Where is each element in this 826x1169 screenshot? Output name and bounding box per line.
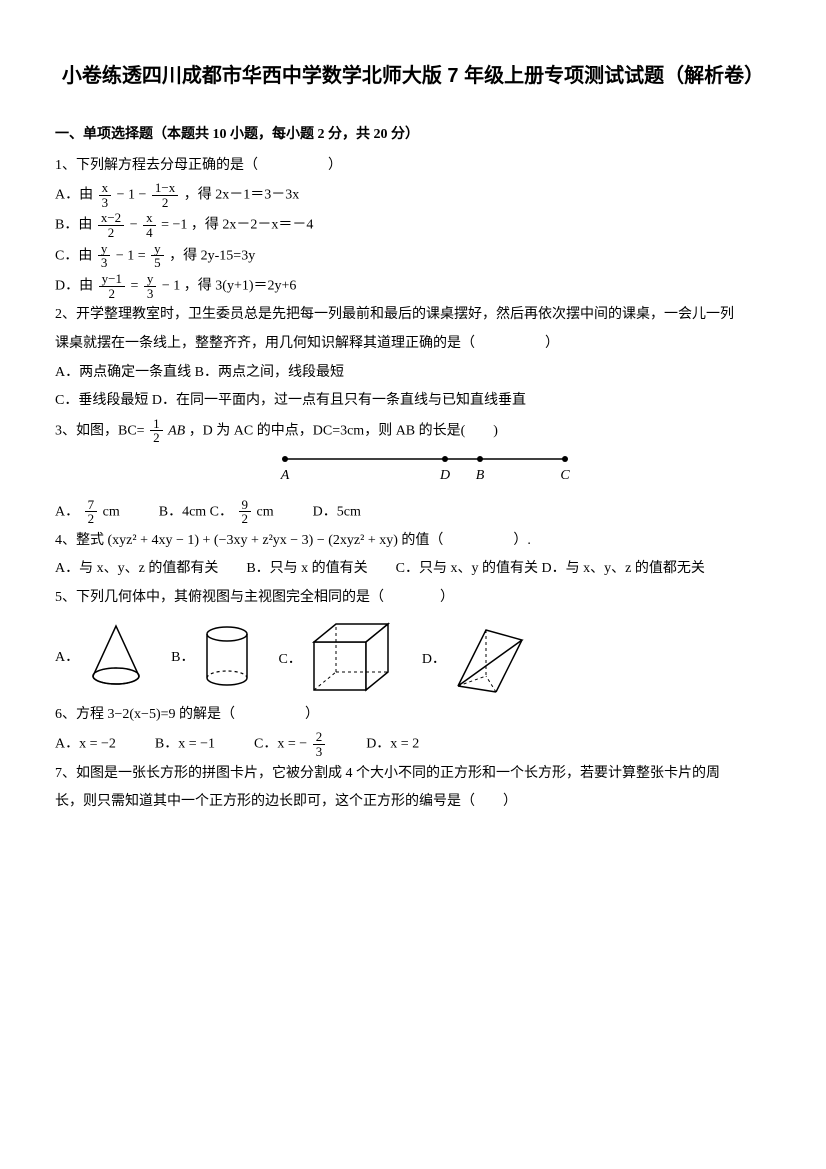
q4-stem: 4、整式 (xyz² + 4xy − 1) + (−3xy + z²yx − 3… <box>55 528 771 555</box>
frac-half: 12 <box>150 417 163 445</box>
q4-expr: (xyz² + 4xy − 1) + (−3xy + z²yx − 3) − (… <box>108 533 398 548</box>
q1d-suffix: ，得 3(y+1)＝2y+6 <box>184 278 297 293</box>
q1a-suffix: ，得 2x－1＝3－3x <box>184 188 300 203</box>
q1a-prefix: A．由 <box>55 188 93 203</box>
q5-option-c: C． <box>278 620 397 694</box>
frac-2-3: 23 <box>313 730 326 758</box>
section-header: 一、单项选择题（本题共 10 小题，每小题 2 分，共 20 分） <box>55 122 771 149</box>
q5-stem: 5、下列几何体中，其俯视图与主视图完全相同的是（ ） <box>55 585 771 612</box>
minus1: − 1 <box>162 278 180 293</box>
svg-text:A: A <box>280 468 290 483</box>
q1b-suffix: ，得 2x－2－x＝－4 <box>191 218 314 233</box>
q3d: D．5cm <box>313 504 361 519</box>
AB-ital: AB <box>168 423 185 438</box>
svg-text:C: C <box>560 468 570 483</box>
eq: = <box>130 278 141 293</box>
q5-option-b: B． <box>171 622 254 692</box>
q1-option-a: A．由 x3 − 1 − 1−x2 ，得 2x－1＝3－3x <box>55 181 771 209</box>
q6b: B．x = −1 <box>155 737 215 752</box>
frac-x-3: x3 <box>99 181 112 209</box>
q3b: B．4cm C． <box>159 504 233 519</box>
q5c-label: C． <box>278 647 301 694</box>
q4-suffix: 的值（ ）. <box>401 533 531 548</box>
q6-options: A．x = −2 B．x = −1 C．x = − 23 D．x = 2 <box>55 730 771 758</box>
q5d-label: D． <box>422 647 446 694</box>
cube-icon <box>308 620 398 694</box>
q5b-label: B． <box>171 645 194 692</box>
minus: − 1 = <box>116 248 149 263</box>
q6a: A．x = −2 <box>55 737 116 752</box>
q3c-suffix: cm <box>257 504 274 519</box>
frac-ym1-2: y−12 <box>99 272 125 300</box>
frac-9-2: 92 <box>239 498 252 526</box>
q7-line1: 7、如图是一张长方形的拼图卡片，它被分割成 4 个大小不同的正方形和一个长方形，… <box>55 761 771 788</box>
q3-suffix: ，D 为 AC 的中点，DC=3cm，则 AB 的长是( ) <box>189 423 498 438</box>
triangular-prism-icon <box>452 620 528 694</box>
q1d-prefix: D．由 <box>55 278 93 293</box>
q6d: D．x = 2 <box>366 737 419 752</box>
q2-line1: 2、开学整理教室时，卫生委员总是先把每一列最前和最后的课桌摆好，然后再依次摆中间… <box>55 302 771 329</box>
neg: − <box>299 737 307 752</box>
q2-line2: 课桌就摆在一条线上，整整齐齐，用几何知识解释其道理正确的是（ ） <box>55 331 771 358</box>
q2-option-cd: C．垂线段最短 D．在同一平面内，过一点有且只有一条直线与已知直线垂直 <box>55 388 771 415</box>
cone-icon <box>85 622 147 692</box>
cylinder-icon <box>200 622 254 692</box>
q3a-prefix: A． <box>55 504 79 519</box>
q6c-prefix: C．x = <box>254 737 299 752</box>
minus: − <box>130 218 141 233</box>
q5a-label: A． <box>55 645 79 692</box>
q1-option-d: D．由 y−12 = y3 − 1 ，得 3(y+1)＝2y+6 <box>55 272 771 300</box>
svg-text:D: D <box>439 468 450 483</box>
frac-y-3b: y3 <box>144 272 157 300</box>
eq-neg1: = −1 <box>161 218 187 233</box>
q7-line2: 长，则只需知道其中一个正方形的边长即可，这个正方形的编号是（ ） <box>55 789 771 816</box>
frac-7-2: 72 <box>85 498 98 526</box>
page-title: 小卷练透四川成都市华西中学数学北师大版 7 年级上册专项测试试题（解析卷） <box>55 60 771 92</box>
q3a-suffix: cm <box>103 504 120 519</box>
q2-option-ab: A．两点确定一条直线 B．两点之间，线段最短 <box>55 360 771 387</box>
q5-option-d: D． <box>422 620 528 694</box>
q1b-prefix: B．由 <box>55 218 92 233</box>
q4-options: A．与 x、y、z 的值都有关 B．只与 x 的值有关 C．只与 x、y 的值有… <box>55 556 771 583</box>
q6-stem: 6、方程 3−2(x−5)=9 的解是（ ） <box>55 702 771 729</box>
q4-prefix: 4、整式 <box>55 533 104 548</box>
frac-x-4: x4 <box>143 211 156 239</box>
q1-stem: 1、下列解方程去分母正确的是（ ） <box>55 153 771 180</box>
q3-figure: A D B C <box>275 451 771 494</box>
q3-stem: 3、如图，BC= 12 AB ，D 为 AC 的中点，DC=3cm，则 AB 的… <box>55 417 771 445</box>
svg-text:B: B <box>476 468 485 483</box>
frac-y-3: y3 <box>98 242 111 270</box>
q5-option-a: A． <box>55 622 147 692</box>
q3-prefix: 3、如图，BC= <box>55 423 145 438</box>
q3-options: A． 72 cm B．4cm C． 92 cm D．5cm <box>55 498 771 526</box>
frac-y-5: y5 <box>151 242 164 270</box>
frac-1mx-2: 1−x2 <box>152 181 178 209</box>
q5-shapes: A． B． C． D． <box>55 620 771 694</box>
q1c-prefix: C．由 <box>55 248 92 263</box>
minus: − 1 − <box>117 188 150 203</box>
q1-option-c: C．由 y3 − 1 = y5 ，得 2y-15=3y <box>55 242 771 270</box>
q1c-suffix: ，得 2y-15=3y <box>169 248 255 263</box>
frac-xm2-2: x−22 <box>98 211 124 239</box>
q1-option-b: B．由 x−22 − x4 = −1 ，得 2x－2－x＝－4 <box>55 211 771 239</box>
